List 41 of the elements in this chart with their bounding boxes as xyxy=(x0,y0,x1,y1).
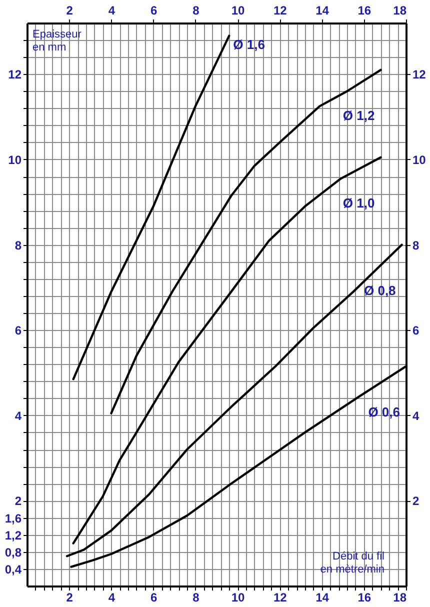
series-label: Ø 1,0 xyxy=(342,195,375,210)
x2-tick-label: 6 xyxy=(150,4,158,18)
y-tick-label: 0,8 xyxy=(4,545,22,560)
y-tick-label: 0,4 xyxy=(4,562,22,576)
y2-tick-label: 6 xyxy=(412,324,420,338)
y-tick-label: 1,6 xyxy=(4,511,22,526)
y-tick-label: 4 xyxy=(14,408,22,423)
x-tick-label: 16 xyxy=(358,590,372,604)
x-axis-title: Débit du fil en mètre/min xyxy=(320,550,384,576)
x2-tick-label: 2 xyxy=(66,4,74,18)
x-tick-label: 14 xyxy=(316,590,330,604)
y2-tick-label: 12 xyxy=(412,68,426,82)
y-axis-title: Epaisseur en mm xyxy=(32,28,82,54)
y2-tick-label: 2 xyxy=(412,494,420,508)
x-tick-label: 6 xyxy=(150,590,158,604)
y-tick-label: 1,2 xyxy=(4,528,22,542)
x-tick-label: 8 xyxy=(192,590,200,604)
series-label: Ø 0,8 xyxy=(364,282,396,298)
series-label: Ø 1,2 xyxy=(342,108,375,123)
x2-tick-label: 8 xyxy=(192,4,200,18)
y2-tick-label: 10 xyxy=(412,152,426,167)
y-tick-label: 2 xyxy=(14,494,22,508)
y2-tick-label: 8 xyxy=(412,238,420,252)
x2-tick-label: 12 xyxy=(273,4,288,18)
x-tick-label: 2 xyxy=(66,590,74,604)
x2-tick-label: 18 xyxy=(393,4,407,18)
y-tick-label: 12 xyxy=(8,68,22,82)
x-tick-label: 10 xyxy=(231,590,246,604)
x2-tick-label: 10 xyxy=(231,4,246,18)
y-tick-label: 10 xyxy=(8,152,22,167)
y-tick-label: 6 xyxy=(14,324,22,338)
x-tick-label: 4 xyxy=(108,590,116,604)
x2-tick-label: 16 xyxy=(358,4,372,18)
series-label: Ø 0,6 xyxy=(368,404,400,420)
x-tick-label: 18 xyxy=(393,590,407,604)
x2-tick-label: 14 xyxy=(316,4,330,18)
y-tick-label: 8 xyxy=(14,238,22,252)
series-label: Ø 1,6 xyxy=(233,36,265,52)
x2-tick-label: 4 xyxy=(108,4,116,18)
y2-tick-label: 4 xyxy=(412,408,420,423)
x-tick-label: 12 xyxy=(273,590,288,604)
